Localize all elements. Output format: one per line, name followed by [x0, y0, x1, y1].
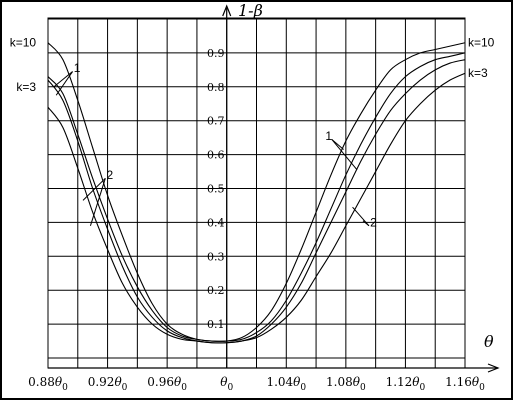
y-tick-label: 0.1	[207, 318, 225, 331]
leader-line	[82, 177, 106, 201]
leader-line	[352, 206, 370, 227]
x-tick-label: 1.04θ0	[266, 375, 306, 393]
y-tick-label: 0.4	[207, 216, 225, 229]
x-axis-arrow	[487, 363, 500, 373]
x-tick-label: 1.12θ0	[386, 375, 426, 393]
curve-annotation: k=10	[468, 36, 495, 50]
leader-line	[89, 178, 106, 226]
y-axis-label: 1-β	[238, 1, 263, 20]
x-tick-label: θ0	[220, 375, 233, 393]
y-tick-label: 0.3	[207, 250, 225, 263]
y-tick-label: 0.5	[207, 183, 225, 196]
labels: 0.1 0.2 0.3 0.4 0.5 0.6 0.7 0.8 0.9 0.88θ0 0.92θ0 0…	[10, 36, 495, 393]
y-tick-label: 0.9	[207, 47, 225, 60]
series-line-2	[47, 52, 466, 342]
x-tick-label: 1.16θ0	[445, 375, 485, 393]
leader-line	[55, 71, 73, 96]
y-axis-arrow	[222, 4, 232, 17]
leader-line	[53, 71, 73, 88]
y-tick-label: 0.2	[207, 284, 225, 297]
annotation-leaders	[53, 71, 370, 227]
series-line-1	[47, 42, 466, 342]
curve-annotation: k=3	[468, 66, 488, 80]
series-line-4	[47, 72, 466, 344]
x-tick-label: 0.92θ0	[88, 375, 128, 393]
axes	[47, 4, 500, 373]
curve-annotation: k=10	[10, 36, 37, 50]
y-tick-label: 0.7	[207, 115, 225, 128]
y-tick-label: 0.8	[207, 81, 225, 94]
leader-line	[362, 220, 370, 227]
x-axis-label: θ	[484, 332, 494, 351]
curve-annotation: 2	[370, 215, 377, 229]
x-tick-label: 0.88θ0	[28, 375, 68, 393]
leader-line	[331, 139, 358, 171]
x-tick-label: 1.08θ0	[326, 375, 366, 393]
series-line-3	[47, 59, 466, 344]
x-tick-label: 0.96θ0	[147, 375, 187, 393]
curve-annotation: k=3	[16, 80, 36, 94]
series-lines	[47, 42, 466, 344]
curve-annotation: 2	[106, 168, 113, 182]
curve-annotation: 1	[325, 129, 332, 143]
y-tick-label: 0.6	[207, 149, 225, 162]
curve-annotation: 1	[74, 61, 81, 75]
